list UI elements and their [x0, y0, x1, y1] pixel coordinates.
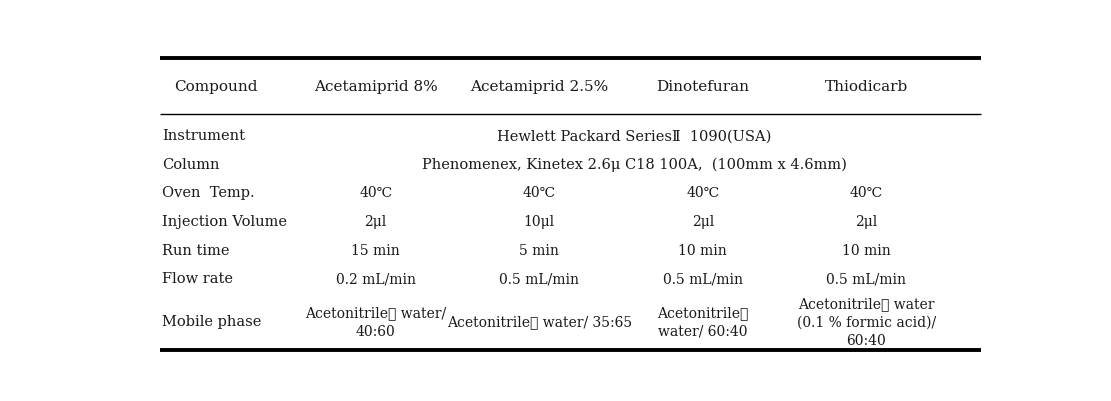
Text: Thiodicarb: Thiodicarb — [824, 80, 908, 94]
Text: 15 min: 15 min — [351, 243, 400, 257]
Text: 40℃: 40℃ — [687, 186, 720, 200]
Text: 40℃: 40℃ — [850, 186, 883, 200]
Text: Mobile phase: Mobile phase — [162, 314, 261, 328]
Text: Flow rate: Flow rate — [162, 272, 233, 286]
Text: 10 min: 10 min — [842, 243, 891, 257]
Text: Hewlett Packard SeriesⅡ  1090(USA): Hewlett Packard SeriesⅡ 1090(USA) — [497, 129, 771, 143]
Text: 10μl: 10μl — [523, 215, 554, 229]
Text: 5 min: 5 min — [519, 243, 559, 257]
Text: Acetamiprid 2.5%: Acetamiprid 2.5% — [470, 80, 609, 94]
Text: 2μl: 2μl — [855, 215, 878, 229]
Text: Acetonitrile： water/
40:60: Acetonitrile： water/ 40:60 — [306, 306, 447, 338]
Text: Phenomenex, Kinetex 2.6μ C18 100A,  (100mm x 4.6mm): Phenomenex, Kinetex 2.6μ C18 100A, (100m… — [421, 157, 847, 172]
Text: 2μl: 2μl — [364, 215, 387, 229]
Text: Dinotefuran: Dinotefuran — [657, 80, 749, 94]
Text: 2μl: 2μl — [692, 215, 714, 229]
Text: Acetonitrile： water/ 35:65: Acetonitrile： water/ 35:65 — [447, 314, 632, 328]
Text: 40℃: 40℃ — [522, 186, 556, 200]
Text: 0.5 mL/min: 0.5 mL/min — [827, 272, 907, 286]
Text: Injection Volume: Injection Volume — [162, 215, 287, 229]
Text: 0.5 mL/min: 0.5 mL/min — [663, 272, 743, 286]
Text: Acetonitrile： water
(0.1 % formic acid)/
60:40: Acetonitrile： water (0.1 % formic acid)/… — [797, 296, 935, 347]
Text: Acetamiprid 8%: Acetamiprid 8% — [313, 80, 438, 94]
Text: 40℃: 40℃ — [359, 186, 392, 200]
Text: 0.5 mL/min: 0.5 mL/min — [499, 272, 579, 286]
Text: 10 min: 10 min — [679, 243, 728, 257]
Text: Acetonitrile：
water/ 60:40: Acetonitrile： water/ 60:40 — [658, 306, 749, 338]
Text: Run time: Run time — [162, 243, 230, 257]
Text: Oven  Temp.: Oven Temp. — [162, 186, 254, 200]
Text: Instrument: Instrument — [162, 129, 246, 143]
Text: Compound: Compound — [174, 80, 258, 94]
Text: 0.2 mL/min: 0.2 mL/min — [336, 272, 416, 286]
Text: Column: Column — [162, 158, 220, 172]
